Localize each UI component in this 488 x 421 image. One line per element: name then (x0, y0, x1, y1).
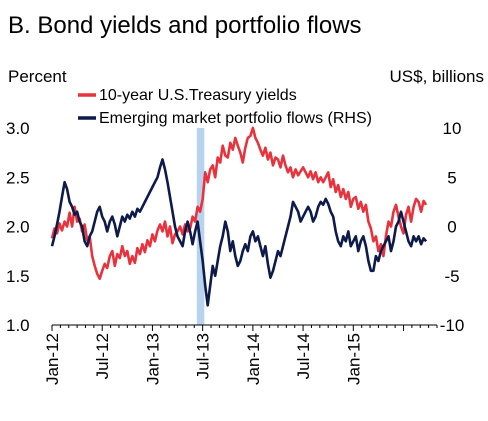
x-tick-label: Jul-12 (93, 333, 112, 379)
x-tick-label: Jul-14 (294, 333, 313, 379)
legend-label-yields: 10-year U.S.Treasury yields (99, 87, 297, 104)
x-tick-label: Jan-13 (143, 333, 162, 385)
legend-label-flows: Emerging market portfolio flows (RHS) (99, 110, 372, 127)
x-tick-label: Jan-15 (344, 333, 363, 385)
left-axis-ticks: 1.0 1.5 2.0 2.5 3.0 (6, 119, 30, 335)
x-tick-label: Jan-14 (244, 333, 263, 385)
left-tick-label: 1.5 (6, 267, 30, 286)
left-tick-label: 2.5 (6, 168, 30, 187)
right-tick-label: -5 (444, 267, 459, 286)
right-axis-unit-label: US$, billions (390, 67, 485, 86)
left-axis-unit-label: Percent (8, 67, 67, 86)
left-tick-label: 2.0 (6, 218, 30, 237)
x-tick-label: Jul-13 (194, 333, 213, 379)
shaded-period (196, 128, 205, 325)
right-axis-ticks: -10 -5 0 5 10 (440, 119, 465, 335)
legend: 10-year U.S.Treasury yields Emerging mar… (78, 87, 372, 127)
x-axis-ticks: Jan-12 Jul-12 Jan-13 Jul-13 Jan-14 Jul-14 Jan-… (43, 325, 438, 385)
left-tick-label: 3.0 (6, 119, 30, 138)
right-tick-label: 5 (447, 168, 456, 187)
right-tick-label: 10 (443, 119, 462, 138)
x-tick-label: Jan-12 (43, 333, 62, 385)
series-line-flows (50, 158, 428, 307)
right-tick-label: 0 (447, 218, 456, 237)
right-tick-label: -10 (440, 316, 465, 335)
left-tick-label: 1.0 (6, 316, 30, 335)
chart-title: B. Bond yields and portfolio flows (8, 12, 362, 39)
series-line-yields (50, 126, 428, 280)
